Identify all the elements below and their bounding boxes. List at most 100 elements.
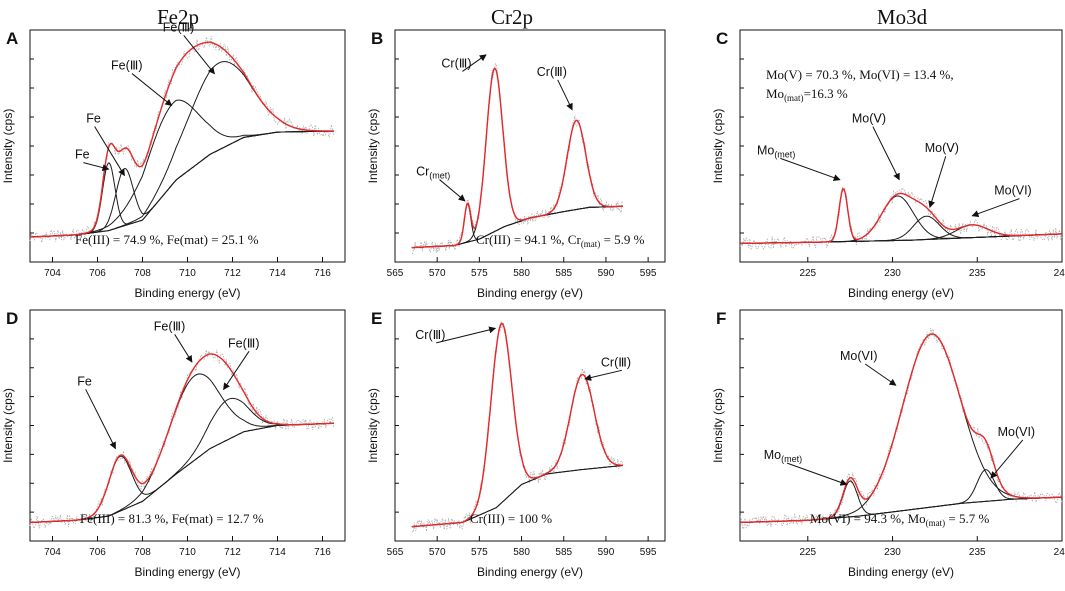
annotation-arrow — [131, 73, 173, 107]
annotation-arrow — [83, 162, 110, 171]
annotation-label: Cr(Ⅲ) — [441, 56, 471, 70]
panel-c: C 225 230 235 240 Binding energy (eV) Intensit… — [711, 29, 1065, 300]
x-axis-label: Binding energy (eV) — [134, 565, 240, 579]
peak-annotation: Fe(Ⅲ) — [154, 319, 193, 363]
composition-summary: Mo(VI) = 94.3 %, Mo(mat) = 5.7 % — [810, 511, 989, 528]
x-tick-label: 595 — [640, 547, 657, 558]
envelope-series — [30, 353, 334, 524]
annotation-label: Fe — [75, 148, 90, 162]
x-tick-label: 710 — [179, 547, 196, 558]
component-peak-mo-vi- — [740, 224, 1062, 244]
x-tick-label: 230 — [884, 547, 901, 558]
peak-annotation: Fe(Ⅲ) — [111, 59, 173, 107]
panel-letter: B — [371, 29, 383, 48]
peak-annotation: Mo(VI) — [990, 425, 1036, 479]
peak-annotation: Cr(Ⅲ) — [415, 326, 497, 344]
x-tick-label: 565 — [387, 547, 404, 558]
annotation-arrow — [85, 389, 116, 450]
x-tick-label: 708 — [134, 268, 151, 279]
plot-frame — [394, 309, 666, 542]
component-peak-fe-iii- — [30, 99, 334, 238]
component-peak-cr-iii- — [411, 322, 623, 528]
annotation-arrow — [439, 179, 466, 202]
x-tick-label: 225 — [799, 268, 816, 279]
annotation-arrow — [584, 369, 622, 381]
annotation-label: Mo(met) — [757, 143, 795, 159]
x-tick-label: 585 — [555, 547, 572, 558]
plot-frame — [739, 29, 1063, 263]
envelope-series — [740, 333, 1063, 524]
composition-summary: Mo(V) = 70.3 %, Mo(VI) = 13.4 %, — [766, 67, 954, 82]
annotation-arrow — [928, 156, 947, 209]
composition-summary: Fe(III) = 74.9 %, Fe(mat) = 25.1 % — [75, 232, 259, 247]
x-tick-label: 240 — [1054, 547, 1065, 558]
annotation-label: Mo(VI) — [998, 425, 1036, 439]
peak-annotation: Mo(VI) — [840, 349, 897, 386]
annotation-arrow — [780, 157, 841, 181]
x-tick-label: 565 — [387, 268, 404, 279]
plot-frame — [29, 29, 346, 263]
x-tick-label: 580 — [513, 547, 530, 558]
envelope-series — [411, 67, 623, 249]
x-tick-label: 714 — [269, 547, 286, 558]
x-tick-label: 595 — [640, 268, 657, 279]
x-tick-label: 716 — [314, 268, 331, 279]
annotation-label: Mo(Ⅴ) — [852, 112, 886, 126]
peak-annotation: Mo(Ⅴ) — [852, 112, 900, 181]
annotation-arrow — [174, 334, 193, 363]
x-tick-label: 706 — [89, 268, 106, 279]
x-tick-label: 235 — [969, 268, 986, 279]
peak-annotation: Cr(Ⅲ) — [441, 54, 487, 72]
annotation-arrow — [990, 439, 1024, 479]
plot-frame — [29, 309, 346, 542]
x-tick-label: 570 — [429, 268, 446, 279]
annotation-label: Mo(Ⅴ) — [925, 141, 959, 155]
composition-summary: Cr(III) = 94.1 %, Cr(mat) = 5.9 % — [476, 232, 645, 249]
annotation-arrow — [971, 198, 1020, 217]
annotation-arrow — [872, 126, 900, 181]
column-title-mo3d: Mo3d — [877, 5, 928, 29]
panel-a: A 704 706 708 710 712 714 716 Binding energy (eV… — [1, 20, 346, 300]
panel-letter: E — [371, 309, 382, 328]
peak-annotation: Cr(met) — [416, 165, 466, 202]
peak-annotation: Fe(Ⅲ) — [163, 20, 215, 75]
annotation-label: Cr(Ⅲ) — [537, 65, 567, 79]
x-axis-label: Binding energy (eV) — [134, 286, 240, 300]
x-tick-label: 708 — [134, 547, 151, 558]
composition-summary-line-2: Mo(mat)=16.3 % — [766, 86, 848, 103]
x-tick-label: 240 — [1054, 268, 1065, 279]
x-tick-label: 716 — [314, 547, 331, 558]
raw-data-series — [411, 320, 624, 533]
component-peak-fe — [30, 422, 334, 523]
x-tick-label: 230 — [884, 268, 901, 279]
component-peak-fe-iii- — [30, 373, 334, 523]
x-tick-label: 235 — [969, 547, 986, 558]
annotation-label: Fe(Ⅲ) — [163, 20, 195, 34]
envelope-series — [740, 188, 1062, 245]
envelope-series — [30, 41, 334, 238]
x-tick-label: 570 — [429, 547, 446, 558]
panel-e: E 565 570 575 580 585 590 595 Binding energy (eV… — [366, 309, 666, 579]
raw-data-series — [739, 186, 1063, 251]
envelope-series — [411, 322, 623, 528]
raw-data-series — [29, 349, 335, 529]
x-tick-label: 712 — [224, 547, 241, 558]
annotation-label: Cr(Ⅲ) — [415, 328, 445, 342]
annotation-arrow — [94, 126, 125, 177]
y-axis-label: Intensity (cps) — [366, 109, 380, 184]
y-axis-label: Intensity (cps) — [711, 388, 725, 463]
background-series — [29, 422, 334, 523]
x-axis-label: Binding energy (eV) — [477, 286, 583, 300]
x-tick-label: 575 — [471, 268, 488, 279]
peak-annotation: Mo(met) — [764, 448, 848, 486]
panel-letter: C — [716, 29, 728, 48]
y-axis-label: Intensity (cps) — [1, 109, 15, 184]
panel-letter: D — [6, 309, 18, 328]
annotation-label: Cr(met) — [416, 165, 450, 181]
panel-d: D 704 706 708 710 712 714 716 Binding energy (eV… — [1, 309, 346, 579]
x-tick-label: 585 — [555, 268, 572, 279]
annotation-arrow — [436, 326, 497, 344]
peak-annotation: Mo(Ⅴ) — [925, 141, 959, 209]
column-title-fe2p: Fe2p — [157, 5, 199, 29]
